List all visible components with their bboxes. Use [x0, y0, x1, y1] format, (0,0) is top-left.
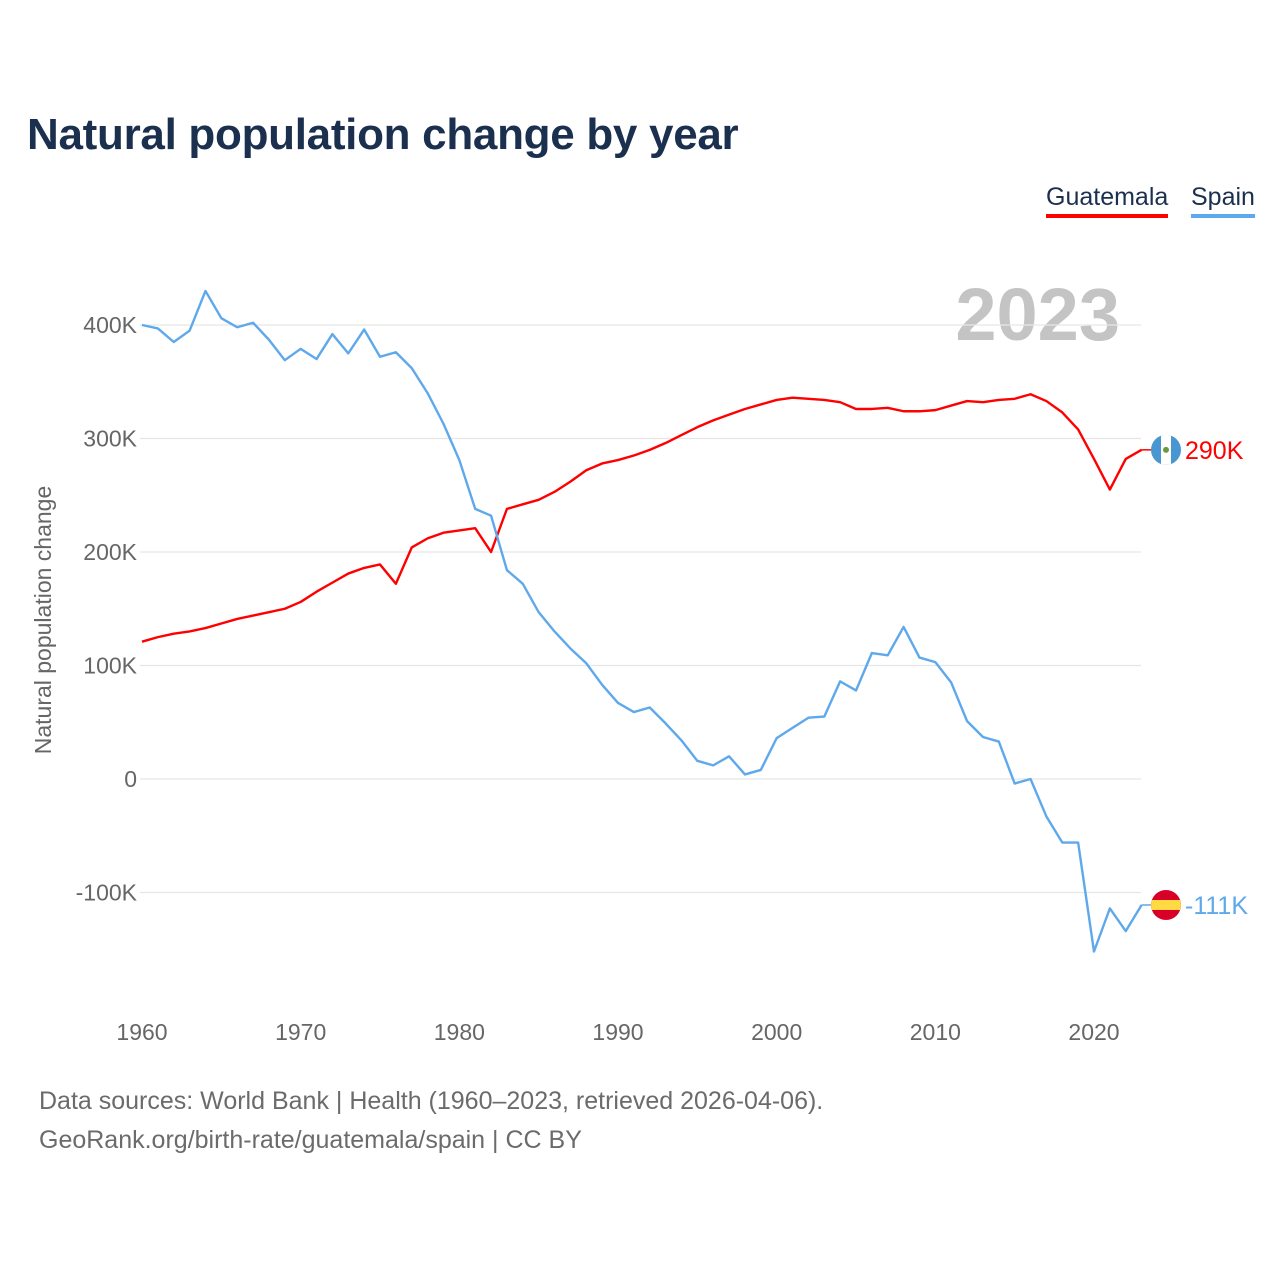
- x-tick-label: 2010: [910, 1019, 961, 1045]
- y-tick-label: 200K: [83, 539, 137, 565]
- y-tick-label: 0: [124, 766, 137, 792]
- y-tick-label: 400K: [83, 312, 137, 338]
- y-tick-label: 100K: [83, 653, 137, 679]
- x-tick-label: 1970: [275, 1019, 326, 1045]
- guatemala-flag-icon: [1151, 434, 1181, 465]
- x-tick-label: 2000: [751, 1019, 802, 1045]
- y-tick-label: 300K: [83, 426, 137, 452]
- y-axis-label: Natural population change: [30, 486, 56, 755]
- current-year-label: 2023: [955, 273, 1120, 356]
- x-tick-label: 2020: [1068, 1019, 1119, 1045]
- end-value-label-guatemala: 290K: [1185, 437, 1244, 465]
- footer-sources: Data sources: World Bank | Health (1960–…: [39, 1087, 824, 1115]
- footer-credit[interactable]: GeoRank.org/birth-rate/guatemala/spain |…: [39, 1126, 582, 1154]
- series-line-guatemala[interactable]: [141, 393, 1143, 643]
- y-tick-label: -100K: [76, 880, 138, 906]
- spain-flag-icon: [1151, 889, 1181, 920]
- x-tick-label: 1960: [116, 1019, 167, 1045]
- series-line-spain[interactable]: [141, 289, 1143, 953]
- legend-item-guatemala[interactable]: Guatemala: [1046, 183, 1169, 218]
- chart-title: Natural population change by year: [27, 110, 739, 159]
- x-tick-label: 1990: [592, 1019, 643, 1045]
- legend-item-spain[interactable]: Spain: [1191, 183, 1255, 218]
- x-tick-label: 1980: [434, 1019, 485, 1045]
- end-value-label-spain: -111K: [1185, 892, 1248, 920]
